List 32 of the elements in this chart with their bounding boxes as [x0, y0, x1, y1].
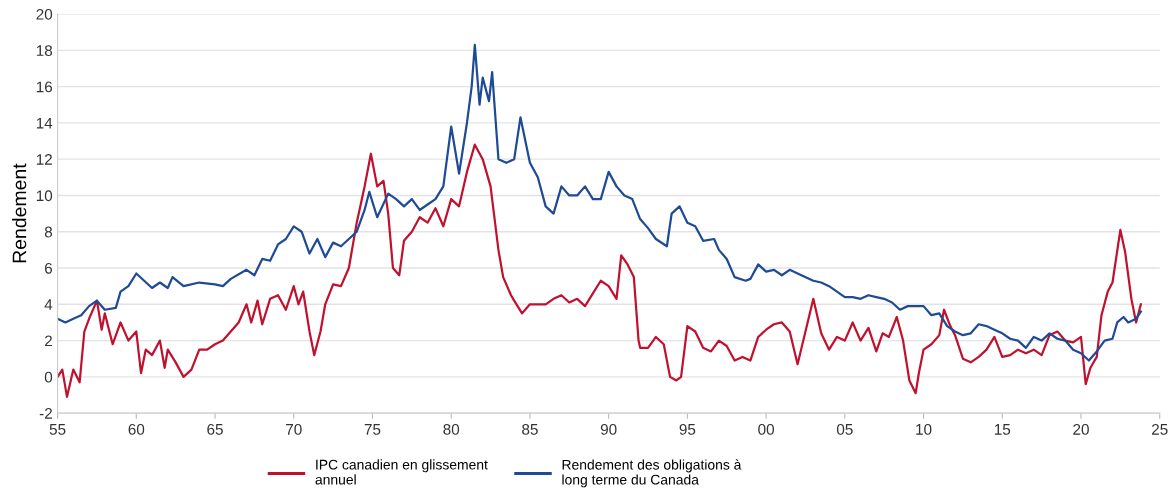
- x-tick-label: 75: [364, 424, 381, 435]
- y-tick-label: 4: [44, 299, 53, 310]
- y-tick-label: 18: [36, 45, 53, 57]
- y-axis-title: Rendement: [12, 163, 27, 263]
- x-tick-label: 65: [207, 423, 223, 435]
- x-tick-label: 05: [836, 423, 853, 435]
- x-tick-label: 25: [1152, 423, 1168, 435]
- y-tick-label: -2: [39, 408, 52, 419]
- x-tick-label: 60: [128, 423, 145, 435]
- x-tick-label: 10: [916, 423, 932, 435]
- y-tick-label: 14: [36, 117, 53, 129]
- x-tick-label: 20: [1073, 423, 1089, 435]
- y-tick-label: 2: [44, 335, 52, 347]
- x-tick-label: 80: [443, 423, 460, 435]
- x-tick-label: 00: [758, 423, 774, 435]
- legend-label: IPC canadien en glissement annuel: [315, 459, 488, 485]
- y-tick-label: 0: [44, 371, 53, 383]
- y-tick-label: 16: [36, 81, 53, 93]
- y-tick-label: 20: [36, 8, 53, 20]
- line-series: [57, 43, 1142, 362]
- y-tick-label: 8: [44, 226, 53, 238]
- legend-label: Rendement des obligations à long terme du Canada: [562, 459, 742, 488]
- y-tick-label: 12: [36, 154, 52, 165]
- line-series: [57, 143, 1142, 398]
- x-tick-label: 15: [994, 424, 1011, 435]
- x-tick-label: 95: [679, 423, 696, 435]
- y-tick-label: 6: [44, 262, 53, 274]
- x-tick-label: 70: [286, 423, 302, 435]
- x-tick-label: 85: [522, 423, 538, 435]
- x-tick-label: 90: [600, 423, 617, 435]
- x-tick-label: 55: [49, 424, 66, 435]
- y-tick-label: 10: [36, 190, 53, 202]
